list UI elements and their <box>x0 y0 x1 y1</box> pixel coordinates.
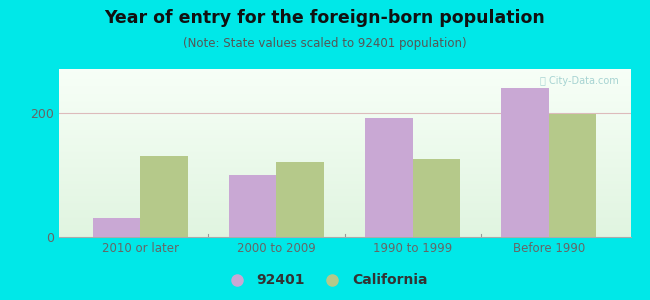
Bar <box>501 88 549 237</box>
Bar <box>92 218 140 237</box>
Text: Ⓢ City-Data.com: Ⓢ City-Data.com <box>540 76 619 86</box>
Bar <box>365 118 413 237</box>
Bar <box>413 159 460 237</box>
Text: (Note: State values scaled to 92401 population): (Note: State values scaled to 92401 popu… <box>183 38 467 50</box>
Bar <box>140 156 188 237</box>
Bar <box>229 175 276 237</box>
Text: Year of entry for the foreign-born population: Year of entry for the foreign-born popul… <box>105 9 545 27</box>
Bar <box>276 162 324 237</box>
Bar <box>549 114 597 237</box>
Legend: 92401, California: 92401, California <box>217 268 433 293</box>
